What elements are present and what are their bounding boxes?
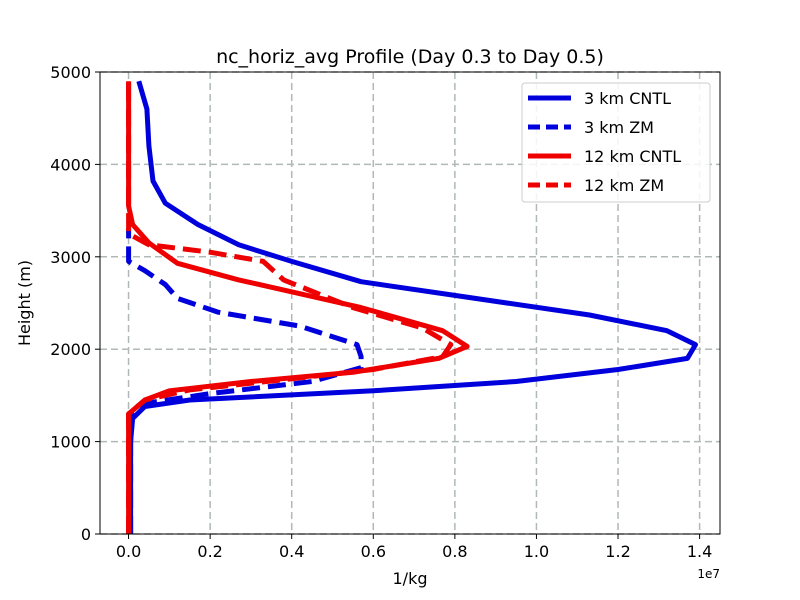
x-axis-offset-label: 1e7	[697, 567, 720, 581]
y-tick-label-1: 1000	[50, 433, 91, 452]
y-axis-ticks: 0 1000 2000 3000 4000 5000	[50, 63, 100, 544]
legend-label-3: 12 km ZM	[584, 176, 664, 195]
x-axis-ticks: 0.0 0.2 0.4 0.6 0.8 1.0 1.2 1.4	[116, 534, 712, 561]
y-tick-label-3: 3000	[50, 248, 91, 267]
legend-label-2: 12 km CNTL	[584, 147, 681, 166]
legend: 3 km CNTL 3 km ZM 12 km CNTL 12 km ZM	[521, 82, 711, 203]
legend-label-1: 3 km ZM	[584, 118, 654, 137]
x-axis-label: 1/kg	[393, 569, 428, 588]
y-tick-label-0: 0	[81, 525, 91, 544]
x-tick-label-0: 0.0	[116, 542, 141, 561]
y-axis-label: Height (m)	[15, 260, 34, 346]
chart-title: nc_horiz_avg Profile (Day 0.3 to Day 0.5…	[216, 46, 604, 68]
y-tick-label-4: 4000	[50, 155, 91, 174]
x-tick-label-5: 1.0	[524, 542, 549, 561]
x-tick-label-4: 0.8	[442, 542, 467, 561]
x-tick-label-7: 1.4	[687, 542, 712, 561]
legend-label-0: 3 km CNTL	[584, 89, 671, 108]
y-tick-label-2: 2000	[50, 340, 91, 359]
x-tick-label-1: 0.2	[197, 542, 222, 561]
plot-frame	[99, 71, 721, 535]
series-line-0	[128, 80, 698, 534]
y-tick-label-5: 5000	[50, 63, 91, 82]
x-tick-label-3: 0.6	[361, 542, 386, 561]
x-tick-label-6: 1.2	[605, 542, 630, 561]
series-line-2	[126, 81, 470, 534]
series-layer	[126, 80, 698, 534]
legend-box	[521, 82, 711, 203]
series-line-3	[126, 81, 454, 534]
series-line-1	[126, 229, 364, 534]
x-tick-label-2: 0.4	[279, 542, 304, 561]
